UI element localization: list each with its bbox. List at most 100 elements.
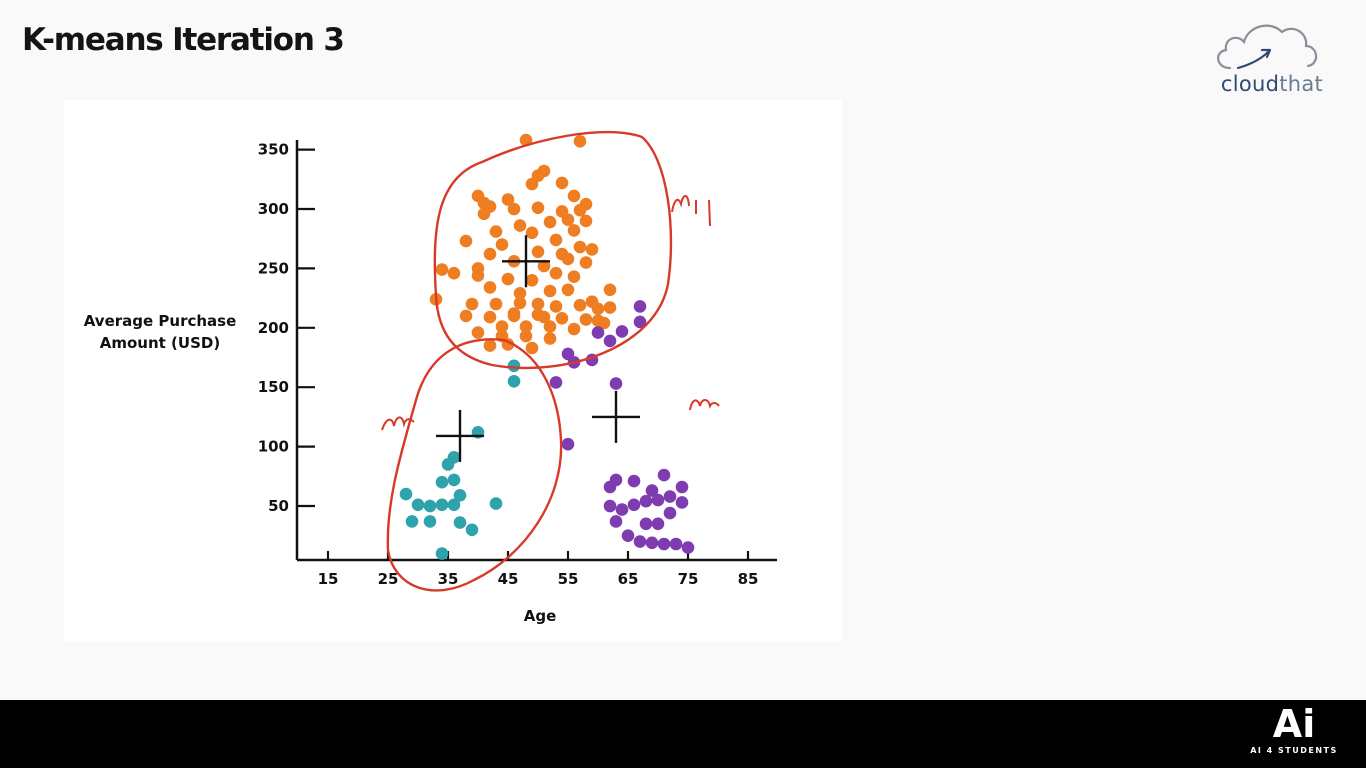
data-point [603, 283, 617, 297]
data-point [543, 215, 557, 229]
data-point [465, 297, 479, 311]
y-tick-label: 200 [258, 319, 289, 337]
data-point [507, 307, 521, 320]
data-point [627, 474, 641, 488]
annotation-cluster3-label [689, 399, 720, 411]
data-point [507, 359, 521, 373]
y-axis-label: Average Purchase [84, 312, 237, 330]
x-tick-label: 65 [618, 570, 639, 588]
data-point [651, 493, 665, 507]
data-point [681, 541, 695, 554]
data-point [543, 332, 557, 345]
data-point [669, 537, 683, 551]
footer-logo-mark: Ai [1272, 702, 1316, 746]
y-tick-label: 350 [258, 141, 289, 159]
data-point [615, 325, 629, 338]
data-point [663, 490, 677, 503]
data-points [399, 133, 695, 560]
x-tick-label: 15 [318, 570, 339, 588]
slide: K-means Iteration 3 cloudthat 15 25 35 45 55… [22, 18, 1336, 625]
data-point [477, 207, 491, 221]
logo-text-cloud: cloud [1220, 72, 1280, 96]
data-point [435, 475, 449, 489]
data-point [573, 240, 587, 254]
data-point [483, 339, 497, 352]
data-point [567, 322, 581, 336]
data-point [561, 252, 575, 266]
data-point [561, 213, 575, 226]
data-point [585, 243, 599, 256]
data-point [651, 517, 665, 531]
data-point [531, 245, 545, 259]
data-point [411, 498, 425, 512]
data-point [507, 375, 521, 388]
y-axis-label: Amount (USD) [100, 334, 220, 352]
data-point [489, 297, 503, 311]
data-point [507, 202, 521, 216]
data-point [567, 224, 581, 237]
data-point [447, 451, 461, 464]
data-point [543, 284, 557, 298]
data-point [447, 498, 461, 512]
data-point [657, 468, 671, 482]
data-point [555, 312, 569, 325]
data-point [567, 270, 581, 283]
data-point [519, 320, 533, 333]
data-point [579, 214, 593, 228]
data-point [663, 506, 677, 520]
centroid-markers [436, 235, 640, 462]
data-point [549, 233, 563, 247]
data-point [471, 262, 485, 275]
data-point [447, 473, 461, 487]
y-tick-label: 300 [258, 200, 289, 218]
data-point [567, 189, 581, 203]
data-point [549, 266, 563, 280]
cloud-arrow-icon [1217, 24, 1318, 70]
data-point [609, 377, 623, 390]
data-point [513, 287, 527, 300]
data-point [489, 225, 503, 238]
x-tick-label: 35 [438, 570, 459, 588]
data-point [639, 494, 653, 508]
centroid-marker [592, 390, 640, 443]
data-point [525, 341, 539, 355]
data-point [609, 515, 623, 528]
data-point [525, 177, 539, 191]
handwritten-annotations [381, 130, 720, 592]
chart-axes: 15 25 35 45 55 65 75 85 50 100 150 200 250 300 350 Age A… [84, 140, 777, 625]
data-point [675, 480, 689, 494]
data-point [603, 480, 617, 494]
logo-text: cloudthat [1208, 72, 1336, 96]
data-point [435, 498, 449, 512]
data-point [495, 320, 509, 333]
y-tick-label: 250 [258, 259, 289, 277]
data-point [561, 437, 575, 451]
data-point [465, 523, 479, 537]
data-point [645, 484, 659, 497]
data-point [585, 295, 599, 308]
cloudthat-logo: cloudthat [1208, 18, 1336, 100]
data-point [471, 326, 485, 339]
data-point [621, 529, 635, 542]
data-point [447, 266, 461, 280]
data-point [639, 517, 653, 531]
data-point [483, 281, 497, 294]
data-point [603, 301, 617, 314]
data-point [549, 300, 563, 313]
data-point [435, 547, 449, 560]
y-tick-label: 100 [258, 438, 289, 456]
data-point [615, 503, 629, 516]
data-point [435, 263, 449, 276]
data-point [573, 298, 587, 312]
data-point [405, 515, 419, 528]
data-point [579, 197, 593, 211]
data-point [555, 176, 569, 190]
x-tick-label: 25 [378, 570, 399, 588]
data-point [597, 316, 611, 330]
data-point [459, 309, 473, 323]
series-1-points [429, 133, 617, 355]
data-point [483, 247, 497, 261]
series-3-points [549, 300, 695, 554]
kmeans-scatter-chart: 15 25 35 45 55 65 75 85 50 100 150 200 250 300 350 Age A… [84, 130, 777, 625]
data-point [453, 489, 467, 502]
